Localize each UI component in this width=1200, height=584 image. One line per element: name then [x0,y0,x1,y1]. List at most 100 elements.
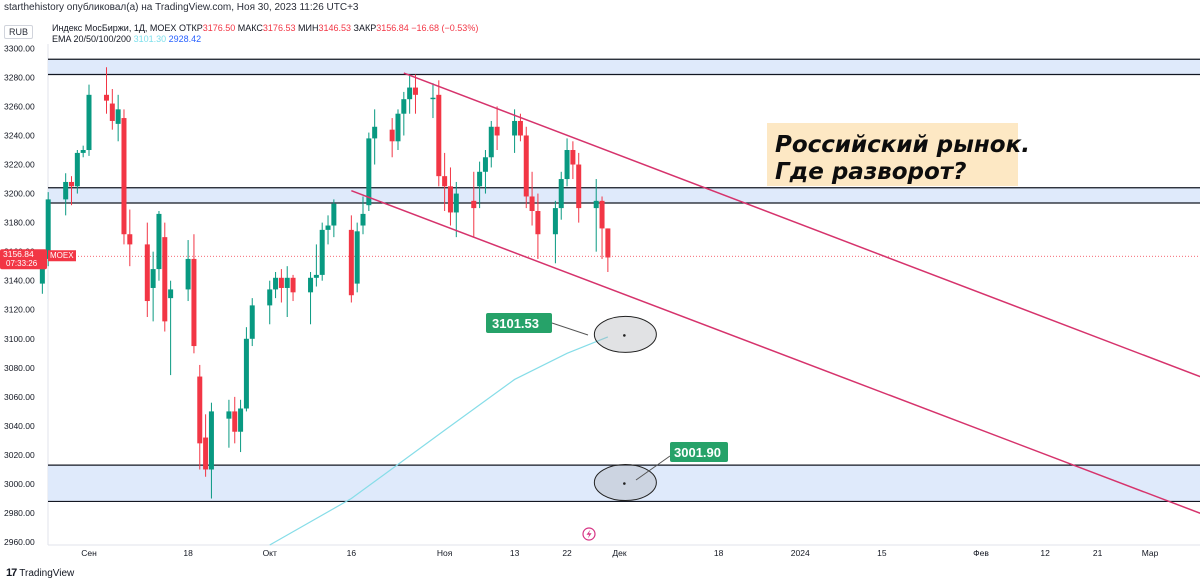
candle [372,109,378,165]
target-ellipse-dot [623,334,626,337]
ohlc-legend: Индекс МосБиржи, 1Д, MOEX ОТКР3176.50 МА… [52,23,478,33]
candle [308,271,314,325]
candle [121,109,127,245]
candle [325,215,331,245]
candle-body [203,437,209,470]
candle [564,138,570,187]
candle [488,120,494,168]
ema-legend: EMA 20/50/100/200 3101.30 2928.42 [52,34,201,44]
y-tick-label: 3100.00 [4,334,35,344]
price-zone[interactable] [48,187,1200,204]
x-tick-label: 22 [562,548,572,558]
candle [576,152,582,223]
x-tick-label: Мар [1142,548,1159,558]
currency-button[interactable]: RUB [4,25,34,39]
y-tick-label: 3280.00 [4,72,35,82]
channel-upper-line[interactable] [403,72,1200,400]
candle [232,396,238,444]
candle [348,215,354,303]
high-label: МАКС [237,23,263,33]
candle-body [494,126,500,136]
candle-body [191,258,197,347]
last-price-tag: 3156.84 07:33:26 [0,249,47,270]
callout-upper-label: 3101.53 [492,316,539,331]
low-label: МИН [297,23,319,33]
candle-body [331,203,337,226]
candle-body [599,200,605,229]
candle-body [185,258,191,290]
candle-body [529,196,535,211]
candle-body [103,94,109,101]
candle [290,274,296,302]
publisher-caption: starthehistory опубликовал(а) на Trading… [4,2,359,13]
candle-body [243,338,249,409]
low-value: 3146.53 [318,23,351,33]
y-tick-label: 3200.00 [4,189,35,199]
candle-body [284,277,290,288]
channel-lower-line[interactable] [351,189,1200,537]
lightning-icon[interactable] [582,527,596,541]
candle [430,83,436,119]
candle-body [80,150,86,153]
y-tick-label: 3220.00 [4,160,35,170]
candle [74,150,80,194]
callout-lower[interactable]: 3001.90 [635,442,728,481]
candle-body [319,229,325,275]
candle-body [564,150,570,180]
candle [168,280,174,376]
y-tick-label: 2960.00 [4,537,35,547]
candle-body [273,277,279,290]
candle-body [372,126,378,139]
target-ellipse[interactable] [593,464,657,502]
callout-upper[interactable]: 3101.53 [486,313,589,336]
callout-lower-label: 3001.90 [674,445,721,460]
ema-100-value: 3101.30 [133,34,167,44]
candle [570,141,576,180]
price-tag-time: 07:33:26 [6,259,38,268]
y-tick-label: 3020.00 [4,450,35,460]
callout-upper-pointer [551,322,589,336]
candle-body [430,97,436,100]
candle [529,171,535,226]
price-zone[interactable] [48,59,1200,75]
close-value: 3156.84 [376,23,409,33]
ema-label[interactable]: EMA 20/50/100/200 [52,34,132,44]
candle [249,298,255,347]
high-value: 3176.53 [262,23,296,33]
price-axis[interactable]: 3300.00 3280.00 3260.00 3240.00 3220.00 3200.… [4,43,35,547]
candle-body [69,181,75,187]
candle [284,266,290,318]
symbol-title[interactable]: Индекс МосБиржи, 1Д, MOEX [52,23,177,33]
candle-body [360,213,366,226]
candle-body [447,186,453,213]
candle [331,199,337,238]
candle [517,113,523,142]
target-ellipses[interactable] [593,315,657,502]
candle-body [156,213,162,270]
ema-200-value: 2928.42 [168,34,202,44]
candle [86,84,92,156]
time-axis[interactable]: Сен18Окт16Ноя1322Дек18202415Фев1221Мар18 [81,548,1200,558]
candle [593,179,599,252]
candle-body [477,171,483,187]
candle [226,399,232,448]
candle [197,364,203,470]
x-tick-label: 2024 [791,548,810,558]
candle [313,244,319,287]
candle-body [45,199,51,259]
descending-channel[interactable] [351,72,1200,537]
candle [144,222,150,318]
target-ellipse[interactable] [593,315,657,353]
candle [395,109,401,151]
candle [366,132,372,211]
candle-body [401,99,407,114]
candle-body [208,411,214,470]
annotation-title[interactable]: Российский рынок. Где разворот? [767,123,1030,186]
tradingview-logo[interactable]: 17 TradingView [6,567,74,579]
candle [471,171,477,238]
candle [185,240,191,302]
y-tick-label: 3140.00 [4,276,35,286]
candle-body [168,289,174,299]
x-tick-label: 12 [1040,548,1050,558]
